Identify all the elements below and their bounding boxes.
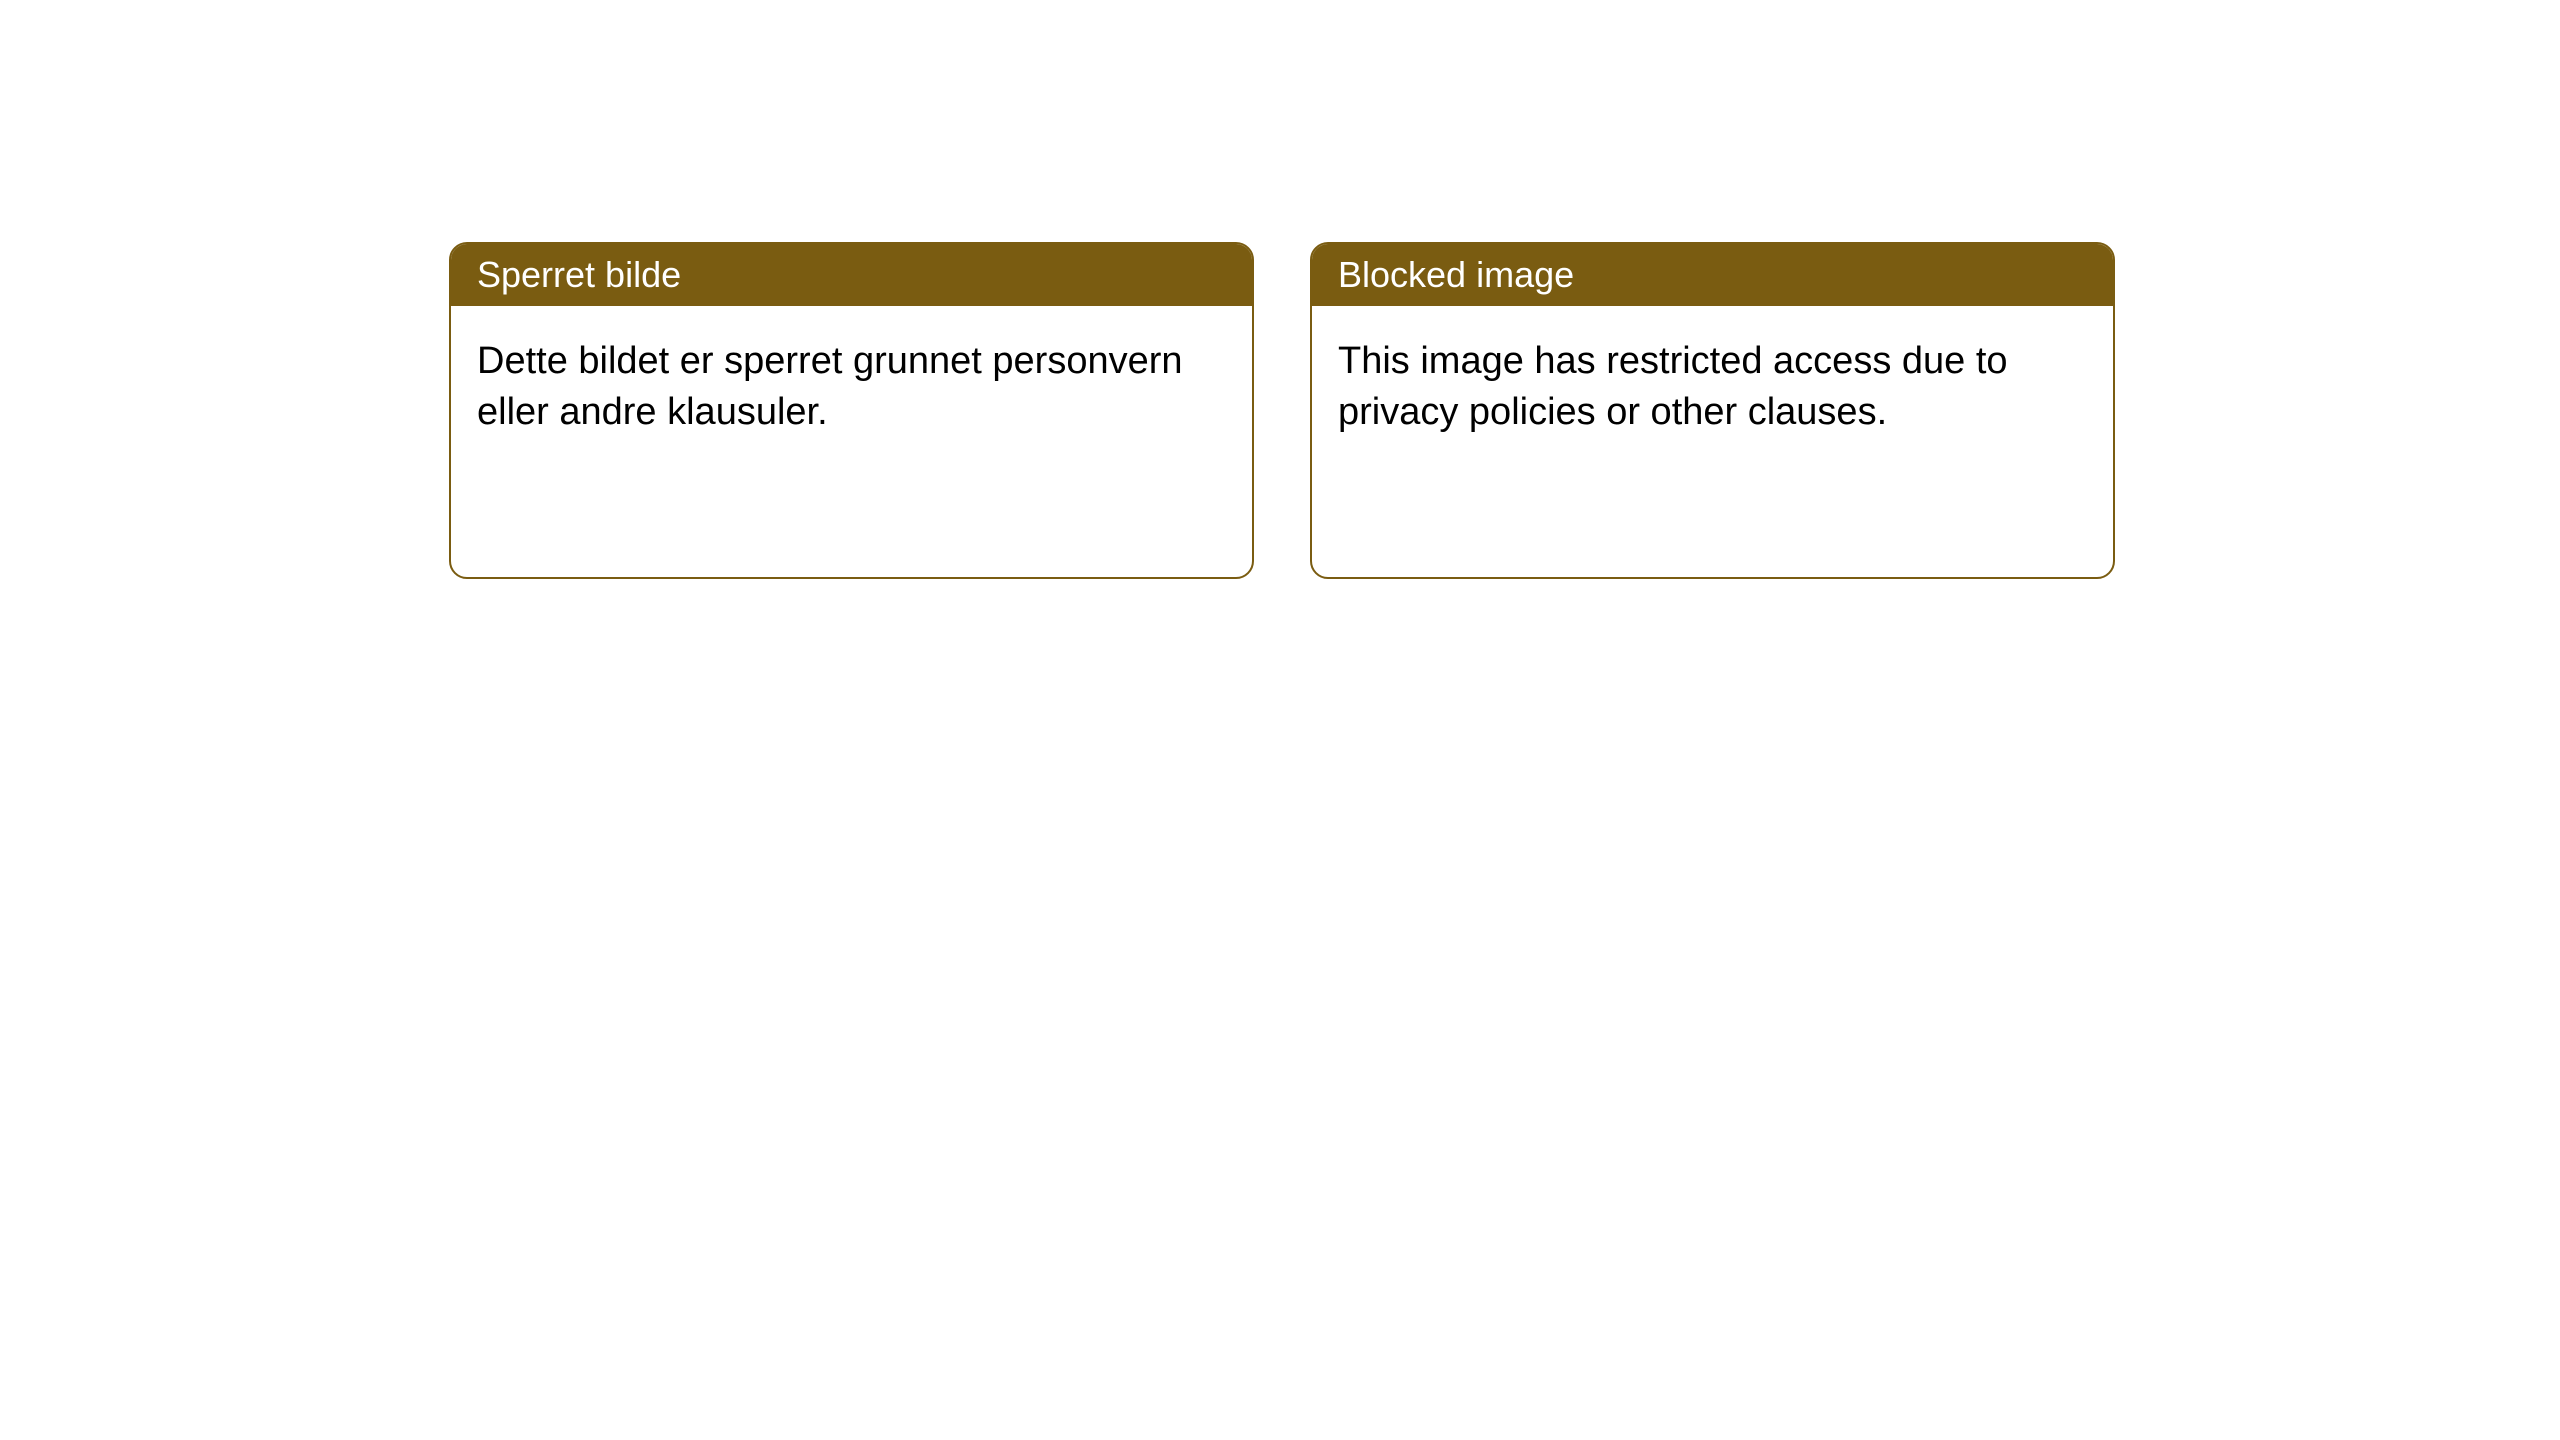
- notice-body-english: This image has restricted access due to …: [1312, 306, 2113, 469]
- notice-card-norwegian: Sperret bilde Dette bildet er sperret gr…: [449, 242, 1254, 579]
- notice-title-english: Blocked image: [1312, 244, 2113, 306]
- notice-card-english: Blocked image This image has restricted …: [1310, 242, 2115, 579]
- notice-container: Sperret bilde Dette bildet er sperret gr…: [449, 242, 2115, 579]
- notice-title-norwegian: Sperret bilde: [451, 244, 1252, 306]
- notice-body-norwegian: Dette bildet er sperret grunnet personve…: [451, 306, 1252, 469]
